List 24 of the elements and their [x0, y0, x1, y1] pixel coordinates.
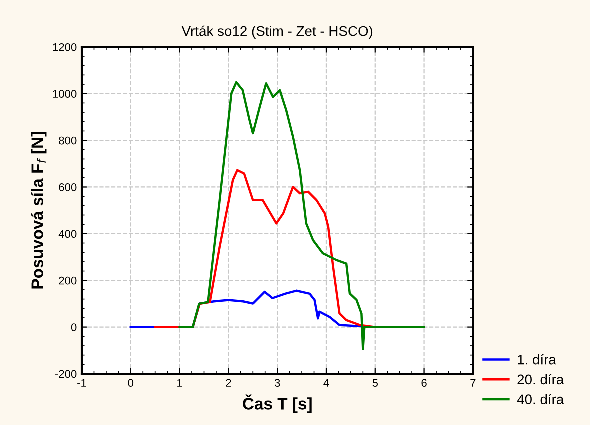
x-tick-label: 4 [324, 379, 330, 387]
y-tick-label: 0 [71, 324, 77, 332]
legend-label: 20. díra [518, 374, 564, 385]
y-tick-label: -200 [55, 370, 77, 378]
x-tick-label: 2 [226, 379, 232, 387]
x-tick-label: -1 [78, 379, 86, 387]
y-tick-label: 1200 [53, 43, 77, 52]
x-tick-label: 7 [470, 379, 476, 387]
chart-title: Vrták so12 (Stim - Zet - HSCO) [182, 26, 373, 39]
legend-label: 40. díra [517, 394, 564, 405]
x-tick-label: 0 [128, 379, 134, 388]
line-series [178, 81, 426, 351]
x-tick-label: 5 [372, 379, 378, 388]
y-tick-label: 1000 [53, 90, 77, 98]
y-tick-label: 200 [59, 276, 77, 285]
y-tick-label: 600 [59, 184, 77, 192]
x-axis-title: Čas T [s] [243, 394, 312, 414]
x-tick-label: 6 [422, 379, 427, 388]
x-tick-label: 3 [274, 379, 280, 388]
y-axis-title: Posuvová síla F$_{f}$ [N] [31, 132, 47, 289]
x-tick-label: 1 [178, 379, 182, 387]
y-tick-label: 400 [58, 230, 77, 238]
legend-label: 1. díra [518, 354, 556, 365]
y-tick-label: 800 [59, 136, 77, 145]
